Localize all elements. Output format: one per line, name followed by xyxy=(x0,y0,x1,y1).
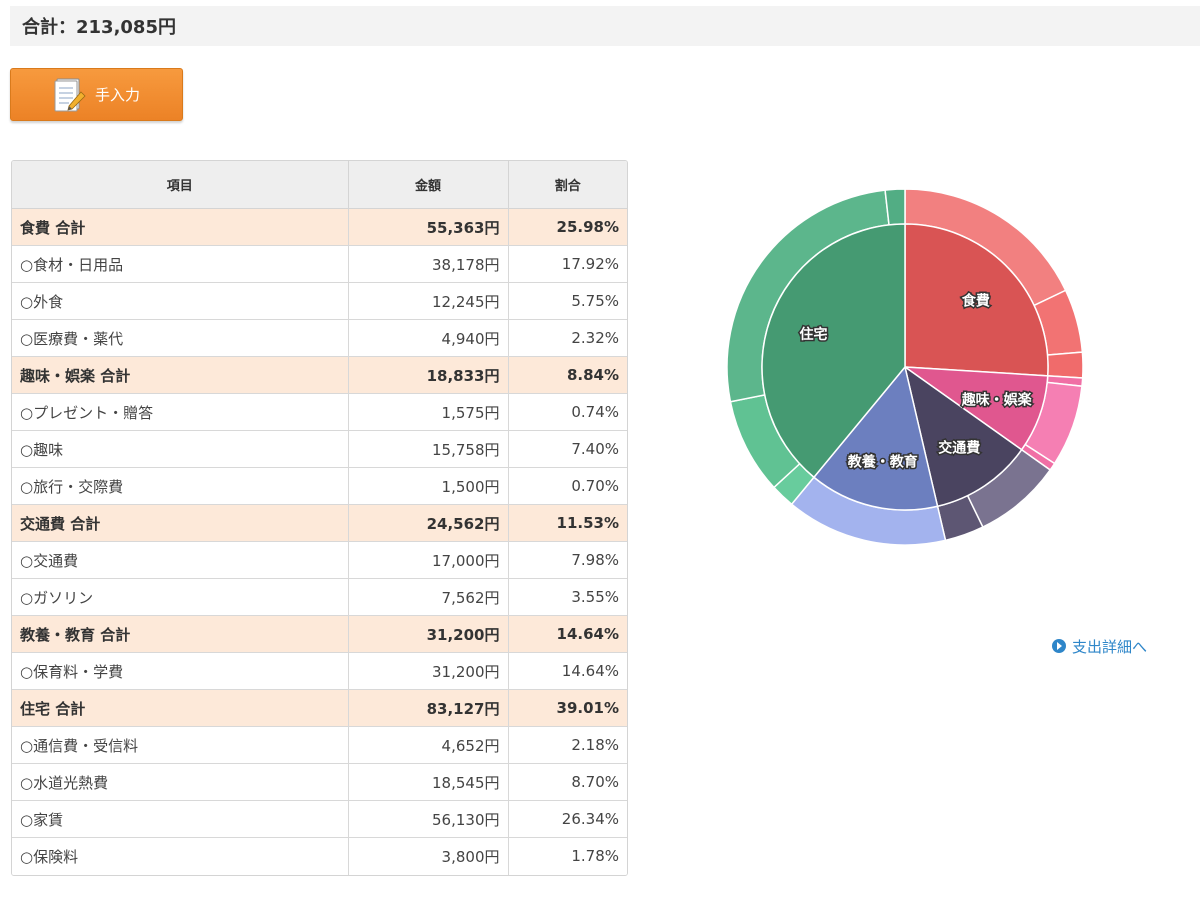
cell-ratio: 25.98% xyxy=(508,208,627,246)
cell-category: ○ガソリン xyxy=(12,578,349,616)
table-row: ○保険料 3,800円 1.78% xyxy=(12,837,627,875)
manual-input-label: 手入力 xyxy=(94,86,140,104)
cell-amount: 17,000円 xyxy=(348,541,509,579)
cell-amount: 3,800円 xyxy=(348,837,509,875)
cell-ratio: 1.78% xyxy=(508,837,627,875)
cell-category: ○水道光熱費 xyxy=(12,763,349,801)
cell-ratio: 8.70% xyxy=(508,763,627,801)
cell-ratio: 2.18% xyxy=(508,726,627,764)
cell-category: ○食材・日用品 xyxy=(12,245,349,283)
cell-ratio: 11.53% xyxy=(508,504,627,542)
cell-amount: 24,562円 xyxy=(348,504,509,542)
notepad-pencil-icon xyxy=(53,76,87,114)
cell-amount: 38,178円 xyxy=(348,245,509,283)
cell-ratio: 7.98% xyxy=(508,541,627,579)
cell-category: ○旅行・交際費 xyxy=(12,467,349,505)
cell-category: 住宅 合計 xyxy=(12,689,349,727)
table-group-row: 教養・教育 合計 31,200円 14.64% xyxy=(12,615,627,653)
pie-slice-label: 食費 xyxy=(962,292,990,309)
pie-subcategory-slice xyxy=(884,188,906,226)
cell-amount: 1,575円 xyxy=(348,393,509,431)
table-header-row: 項目 金額 割合 xyxy=(12,161,627,209)
table-row: ○交通費 17,000円 7.98% xyxy=(12,541,627,579)
cell-ratio: 3.55% xyxy=(508,578,627,616)
cell-amount: 7,562円 xyxy=(348,578,509,616)
column-header-item: 項目 xyxy=(12,161,349,209)
table-group-row: 交通費 合計 24,562円 11.53% xyxy=(12,504,627,542)
cell-category: ○交通費 xyxy=(12,541,349,579)
table-group-row: 趣味・娯楽 合計 18,833円 8.84% xyxy=(12,356,627,394)
cell-category: ○プレゼント・贈答 xyxy=(12,393,349,431)
pie-slice xyxy=(904,223,1049,377)
cell-category: ○趣味 xyxy=(12,430,349,468)
table-row: ○食材・日用品 38,178円 17.92% xyxy=(12,245,627,283)
cell-amount: 4,652円 xyxy=(348,726,509,764)
pie-slice xyxy=(761,223,906,479)
cell-ratio: 8.84% xyxy=(508,356,627,394)
cell-ratio: 39.01% xyxy=(508,689,627,727)
cell-ratio: 14.64% xyxy=(508,652,627,690)
cell-category: 趣味・娯楽 合計 xyxy=(12,356,349,394)
column-header-amount: 金額 xyxy=(348,161,509,209)
table-row: ○旅行・交際費 1,500円 0.70% xyxy=(12,467,627,505)
table-row: ○通信費・受信料 4,652円 2.18% xyxy=(12,726,627,764)
table-group-row: 食費 合計 55,363円 25.98% xyxy=(12,208,627,246)
cell-ratio: 7.40% xyxy=(508,430,627,468)
table-row: ○保育料・学費 31,200円 14.64% xyxy=(12,652,627,690)
expense-detail-label: 支出詳細へ xyxy=(1072,637,1148,656)
cell-category: ○保険料 xyxy=(12,837,349,875)
cell-amount: 4,940円 xyxy=(348,319,509,357)
pie-slice-label: 趣味・娯楽 xyxy=(961,391,1033,408)
column-header-ratio: 割合 xyxy=(508,161,627,209)
total-summary: 合計：213,085円 xyxy=(10,6,1200,46)
cell-amount: 55,363円 xyxy=(348,208,509,246)
cell-amount: 15,758円 xyxy=(348,430,509,468)
table-row: ○趣味 15,758円 7.40% xyxy=(12,430,627,468)
cell-category: ○保育料・学費 xyxy=(12,652,349,690)
cell-category: ○外食 xyxy=(12,282,349,320)
cell-amount: 1,500円 xyxy=(348,467,509,505)
pie-slice xyxy=(812,365,939,511)
cell-category: 教養・教育 合計 xyxy=(12,615,349,653)
cell-category: ○家賃 xyxy=(12,800,349,838)
cell-amount: 56,130円 xyxy=(348,800,509,838)
cell-amount: 31,200円 xyxy=(348,652,509,690)
cell-ratio: 14.64% xyxy=(508,615,627,653)
expense-detail-link[interactable]: 支出詳細へ xyxy=(1052,636,1147,656)
table-row: ○水道光熱費 18,545円 8.70% xyxy=(12,763,627,801)
cell-ratio: 26.34% xyxy=(508,800,627,838)
cell-category: ○通信費・受信料 xyxy=(12,726,349,764)
cell-amount: 31,200円 xyxy=(348,615,509,653)
manual-input-button[interactable]: 手入力 xyxy=(10,68,183,121)
expense-table: 項目 金額 割合 食費 合計 55,363円 25.98% ○食材・日用品 38,178… xyxy=(11,160,628,876)
pie-slice-label: 教養・教育 xyxy=(848,454,918,471)
cell-amount: 83,127円 xyxy=(348,689,509,727)
pie-slice xyxy=(903,365,1023,508)
cell-ratio: 17.92% xyxy=(508,245,627,283)
table-group-row: 住宅 合計 83,127円 39.01% xyxy=(12,689,627,727)
table-row: ○ガソリン 7,562円 3.55% xyxy=(12,578,627,616)
pie-slice-label: 交通費 xyxy=(938,440,980,457)
cell-amount: 12,245円 xyxy=(348,282,509,320)
table-row: ○医療費・薬代 4,940円 2.32% xyxy=(12,319,627,357)
cell-category: 食費 合計 xyxy=(12,208,349,246)
table-row: ○プレゼント・贈答 1,575円 0.74% xyxy=(12,393,627,431)
cell-amount: 18,545円 xyxy=(348,763,509,801)
cell-ratio: 0.70% xyxy=(508,467,627,505)
table-row: ○外食 12,245円 5.75% xyxy=(12,282,627,320)
cell-category: 交通費 合計 xyxy=(12,504,349,542)
cell-category: ○医療費・薬代 xyxy=(12,319,349,357)
pie-subcategory-slice xyxy=(1046,351,1084,379)
table-row: ○家賃 56,130円 26.34% xyxy=(12,800,627,838)
cell-ratio: 0.74% xyxy=(508,393,627,431)
circle-arrow-right-icon xyxy=(1052,639,1066,653)
cell-ratio: 5.75% xyxy=(508,282,627,320)
total-text: 合計：213,085円 xyxy=(22,17,176,38)
cell-ratio: 2.32% xyxy=(508,319,627,357)
cell-amount: 18,833円 xyxy=(348,356,509,394)
pie-slice-label: 住宅 xyxy=(799,326,827,343)
